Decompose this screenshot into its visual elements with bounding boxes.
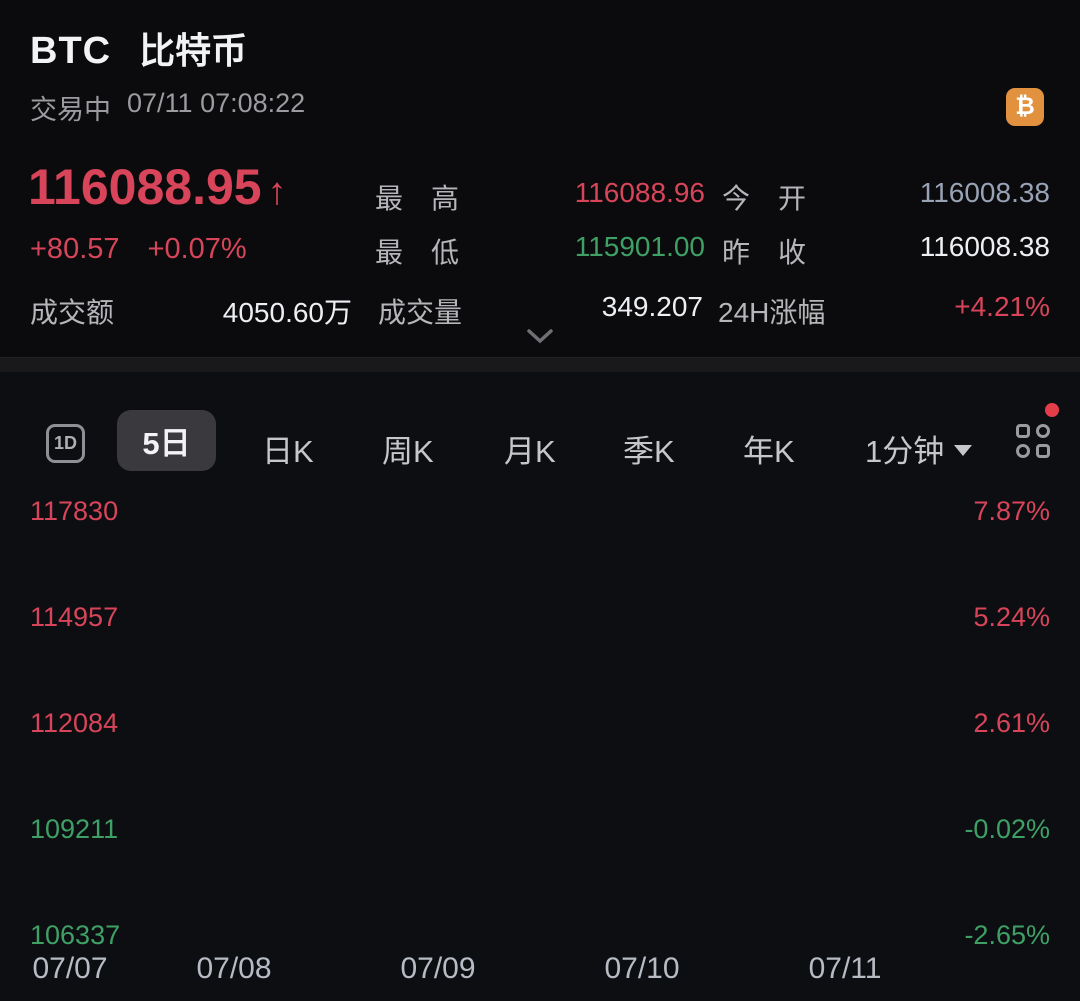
percent-axis-label: 2.61% bbox=[973, 708, 1050, 738]
symbol: BTC bbox=[30, 30, 112, 72]
stat-label-24h-change: 24H涨幅 bbox=[718, 297, 826, 328]
trading-status: 交易中 07/11 07:08:22 bbox=[30, 88, 305, 127]
x-axis-label: 07/11 bbox=[808, 952, 882, 985]
tab-5day-selected[interactable]: 5日 bbox=[117, 410, 216, 471]
y-axis-label: 117830 bbox=[30, 496, 119, 526]
y-axis-label: 112084 bbox=[30, 708, 119, 738]
x-axis-label: 07/09 bbox=[400, 952, 476, 985]
stat-value-low: 115901.00 bbox=[574, 231, 705, 262]
status-datetime: 07/11 07:08:22 bbox=[127, 88, 306, 118]
stat-value-open: 116008.38 bbox=[919, 177, 1050, 208]
y-axis-label: 106337 bbox=[30, 920, 121, 950]
indicator-grid-button[interactable] bbox=[1016, 424, 1052, 460]
x-axis-label: 07/08 bbox=[196, 952, 272, 985]
y-axis-label: 109211 bbox=[30, 814, 119, 844]
chevron-down-icon bbox=[954, 445, 973, 456]
tab-quarterly-k[interactable]: 季K bbox=[623, 434, 675, 469]
percent-axis-label: 7.87% bbox=[973, 496, 1050, 526]
bitcoin-icon: ₿ bbox=[1006, 88, 1044, 126]
tab-daily-k[interactable]: 日K bbox=[262, 434, 314, 469]
percent-axis-label: -2.65% bbox=[964, 920, 1050, 950]
percent-axis-label: 5.24% bbox=[973, 602, 1050, 632]
tab-1min-dropdown[interactable]: 1分钟 bbox=[865, 426, 973, 471]
stat-label-prev-close: 昨 收 bbox=[722, 237, 807, 268]
stat-label-high: 最 高 bbox=[375, 183, 460, 214]
current-price: 116088.95 ↑ bbox=[28, 158, 287, 216]
price-change: +80.57 +0.07% bbox=[30, 233, 247, 266]
collapse-chevron-icon[interactable] bbox=[527, 329, 553, 344]
status-text: 交易中 bbox=[30, 95, 111, 125]
stat-label-turnover: 成交额 bbox=[30, 297, 115, 328]
symbol-name: 比特币 bbox=[139, 30, 248, 71]
stat-value-24h-change: +4.21% bbox=[954, 291, 1050, 322]
x-axis-label: 07/10 bbox=[604, 952, 680, 985]
change-percent: +0.07% bbox=[147, 233, 247, 265]
price-value: 116088.95 bbox=[28, 159, 262, 215]
percent-axis-label: -0.02% bbox=[964, 814, 1050, 844]
stat-value-prev-close: 116008.38 bbox=[919, 231, 1050, 262]
tab-monthly-k[interactable]: 月K bbox=[504, 434, 556, 469]
notification-dot bbox=[1045, 403, 1059, 417]
stat-value-turnover: 4050.60万 bbox=[222, 297, 352, 328]
stat-label-volume: 成交量 bbox=[378, 297, 463, 328]
y-axis-label: 114957 bbox=[30, 602, 119, 632]
section-divider bbox=[0, 357, 1080, 373]
page-title: BTC 比特币 bbox=[30, 22, 247, 74]
price-up-arrow-icon: ↑ bbox=[267, 171, 287, 213]
change-amount: +80.57 bbox=[30, 233, 120, 265]
stat-label-low: 最 低 bbox=[375, 237, 460, 268]
stat-value-high: 116088.96 bbox=[574, 177, 705, 208]
tab-weekly-k[interactable]: 周K bbox=[382, 434, 434, 469]
stat-value-volume: 349.207 bbox=[601, 291, 703, 322]
stat-label-open: 今 开 bbox=[722, 183, 807, 214]
range-1d-button[interactable]: 1D bbox=[46, 424, 85, 463]
tab-yearly-k[interactable]: 年K bbox=[743, 434, 795, 469]
x-axis-label: 07/07 bbox=[32, 952, 108, 985]
chart-section bbox=[0, 372, 1080, 1001]
